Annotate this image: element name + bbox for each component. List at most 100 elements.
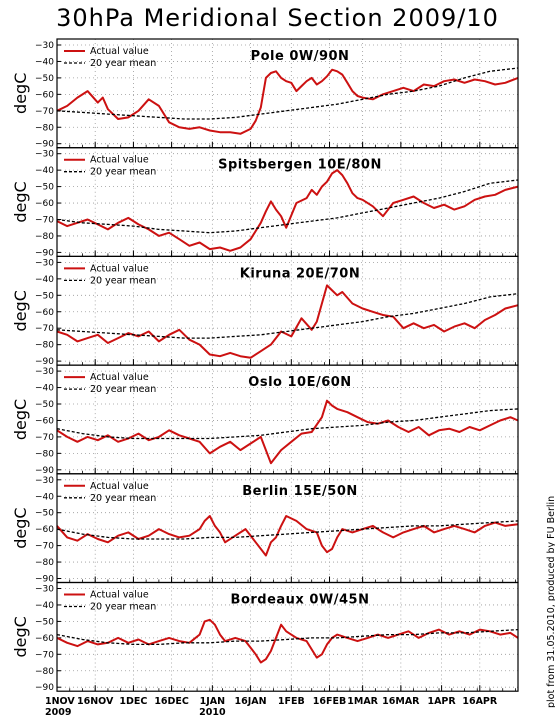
legend-actual-label: Actual value [90,372,149,383]
y-tick-label: −90 [35,248,54,258]
y-tick-label: −40 [35,275,54,285]
y-tick-label: −90 [35,575,54,585]
y-tick-label: −30 [35,367,54,377]
y-tick-label: −50 [35,74,54,84]
y-axis-label: degC [11,507,30,548]
x-tick-label: 1APR [427,696,456,707]
x-tick-label: 1NOV [45,696,75,707]
y-tick-label: −50 [35,183,54,193]
y-axis-label: degC [11,616,30,657]
legend-actual-label: Actual value [90,481,149,492]
y-tick-label: −90 [35,140,54,150]
y-tick-label: −60 [35,90,54,100]
y-tick-label: −70 [35,216,54,226]
y-tick-label: −70 [35,324,54,334]
panel-frame [56,581,519,692]
y-axis-label: degC [11,290,30,331]
legend-mean-label: 20 year mean [90,58,156,69]
x-tick-label: 16APR [462,696,498,707]
y-tick-label: −80 [35,123,54,133]
y-tick-label: −80 [35,558,54,568]
panel-title: Kiruna 20E/70N [240,266,360,281]
y-tick-label: −30 [35,258,54,268]
legend-mean-label: 20 year mean [90,275,156,286]
panel-title: Pole 0W/90N [251,49,350,64]
x-tick-year-label: 2009 [45,707,71,718]
series-actual-value [56,284,519,359]
x-tick-label: 16FEB [313,696,346,707]
y-tick-label: −70 [35,107,54,117]
x-tick-label: 16MAR [382,696,420,707]
y-tick-label: −30 [35,41,54,51]
y-tick-label: −40 [35,492,54,502]
y-tick-label: −60 [35,416,54,426]
series-20-year-mean [56,179,519,234]
y-tick-label: −70 [35,650,54,660]
credit-text: plot from 31.05.2010, produced by FU Ber… [546,495,555,708]
y-tick-label: −90 [35,683,54,693]
series-20-year-mean [56,67,519,120]
y-tick-label: −70 [35,433,54,443]
y-tick-label: −90 [35,357,54,367]
series-actual-value [56,68,519,135]
y-tick-label: −30 [35,585,54,595]
y-tick-label: −50 [35,617,54,627]
legend-actual-label: Actual value [90,590,149,601]
legend-mean-label: 20 year mean [90,167,156,178]
x-tick-year-label: 2010 [199,707,226,718]
legend-actual-label: Actual value [90,46,149,57]
series-actual-value [56,618,519,664]
series-20-year-mean [56,520,519,540]
x-tick-label: 16NOV [77,696,114,707]
y-tick-label: −60 [35,308,54,318]
y-tick-label: −50 [35,291,54,301]
y-tick-label: −80 [35,232,54,242]
y-tick-label: −50 [35,509,54,519]
panel-title: Oslo 10E/60N [248,375,351,390]
y-axis-label: degC [11,73,30,114]
y-tick-label: −30 [35,150,54,160]
series-20-year-mean [56,408,519,440]
y-tick-label: −30 [35,476,54,486]
legend-actual-label: Actual value [90,263,149,274]
x-tick-label: 16JAN [235,696,267,707]
x-tick-label: 1DEC [119,696,147,707]
legend-mean-label: 20 year mean [90,602,156,613]
y-tick-label: −40 [35,57,54,67]
y-tick-label: −40 [35,166,54,176]
x-tick-label: 1FEB [278,696,305,707]
series-20-year-mean [56,293,519,339]
y-tick-label: −50 [35,400,54,410]
legend-mean-label: 20 year mean [90,493,156,504]
y-tick-label: −70 [35,542,54,552]
series-actual-value [56,515,519,557]
y-axis-label: degC [11,399,30,440]
series-actual-value [56,169,519,252]
series-actual-value [56,399,519,465]
x-tick-label: 1MAR [347,696,378,707]
y-tick-label: −60 [35,525,54,535]
y-tick-label: −90 [35,466,54,476]
page-title: 30hPa Meridional Section 2009/10 [56,4,499,32]
y-tick-label: −60 [35,199,54,209]
y-tick-label: −80 [35,341,54,351]
x-tick-label: 1JAN [200,696,225,707]
y-tick-label: −40 [35,601,54,611]
x-tick-label: 16DEC [154,696,189,707]
series-20-year-mean [56,628,519,646]
panel-title: Berlin 15E/50N [242,484,358,499]
y-axis-label: degC [11,181,30,222]
y-tick-label: −80 [35,449,54,459]
legend-mean-label: 20 year mean [90,384,156,395]
y-tick-label: −40 [35,384,54,394]
y-tick-label: −80 [35,667,54,677]
legend-actual-label: Actual value [90,155,149,166]
panel-title: Bordeaux 0W/45N [231,593,370,608]
